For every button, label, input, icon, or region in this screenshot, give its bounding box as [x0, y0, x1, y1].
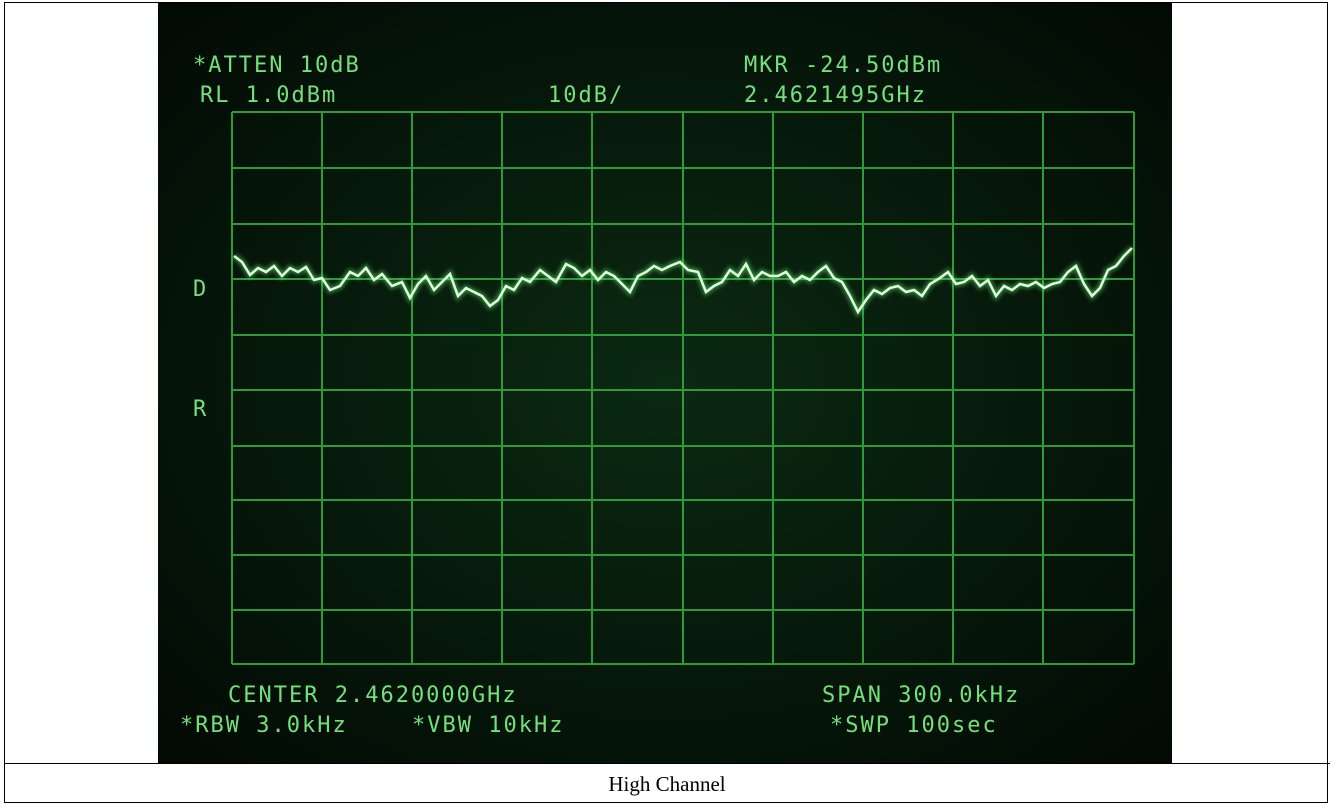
marker-freq-label: 2.4621495GHz: [744, 83, 927, 108]
sweep-label: *SWP 100sec: [830, 713, 998, 738]
vbw-label: *VBW 10kHz: [412, 713, 564, 738]
side-label: R: [193, 397, 208, 422]
rbw-label: *RBW 3.0kHz: [180, 713, 348, 738]
atten-label: *ATTEN 10dB: [193, 53, 361, 78]
center-label: CENTER 2.4620000GHz: [228, 683, 518, 708]
ref-level-label: RL 1.0dBm: [200, 83, 337, 108]
span-label: SPAN 300.0kHz: [822, 683, 1020, 708]
side-label: D: [193, 277, 208, 302]
screen-background: [158, 3, 1172, 763]
page: {"screen": { "atten": "*ATTEN 10dB", "re…: [0, 0, 1334, 807]
caption: High Channel: [4, 764, 1330, 804]
marker-level-label: MKR -24.50dBm: [744, 53, 942, 78]
analyzer-photo: *ATTEN 10dB RL 1.0dBm 10dB/ MKR -24.50dB…: [158, 3, 1172, 763]
scale-label: 10dB/: [548, 83, 624, 108]
